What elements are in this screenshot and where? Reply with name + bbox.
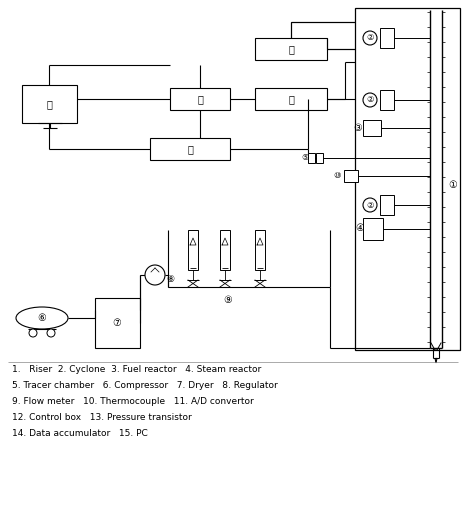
Bar [380, 90, 394, 110]
Text: ⑭: ⑭ [197, 94, 203, 104]
Circle shape [363, 31, 377, 45]
Text: ②: ② [366, 33, 374, 42]
Bar [95, 298, 140, 348]
Bar [255, 88, 327, 110]
Text: ⑤: ⑤ [301, 153, 309, 161]
Ellipse shape [16, 307, 68, 329]
Bar [380, 28, 394, 48]
Bar [344, 170, 358, 182]
Bar [363, 120, 381, 136]
Circle shape [363, 198, 377, 212]
Text: ②: ② [366, 96, 374, 104]
Bar [316, 153, 323, 163]
Bar [188, 230, 198, 270]
Text: 14. Data accumulator   15. PC: 14. Data accumulator 15. PC [12, 430, 148, 438]
Circle shape [29, 329, 37, 337]
Text: 5. Tracer chamber   6. Compressor   7. Dryer   8. Regulator: 5. Tracer chamber 6. Compressor 7. Dryer… [12, 381, 278, 391]
Text: ⑧: ⑧ [166, 275, 174, 285]
Text: ①: ① [449, 180, 457, 190]
Text: 9. Flow meter   10. Thermocouple   11. A/D convertor: 9. Flow meter 10. Thermocouple 11. A/D c… [12, 397, 254, 407]
Text: ⑩: ⑩ [333, 170, 341, 180]
Bar [363, 218, 383, 240]
Circle shape [47, 329, 55, 337]
Bar [255, 230, 265, 270]
Text: ⑨: ⑨ [224, 295, 233, 305]
Text: ③: ③ [354, 123, 363, 133]
Bar [170, 88, 230, 110]
Text: ⑫: ⑫ [288, 44, 294, 54]
Text: ⑮: ⑮ [46, 99, 52, 109]
Circle shape [145, 265, 165, 285]
Bar [308, 153, 315, 163]
Text: ⑥: ⑥ [38, 313, 47, 323]
Text: 1.   Riser  2. Cyclone  3. Fuel reactor   4. Steam reactor: 1. Riser 2. Cyclone 3. Fuel reactor 4. S… [12, 366, 261, 374]
Bar [355, 8, 460, 350]
Text: ⑪: ⑪ [187, 144, 193, 154]
Text: 12. Control box   13. Pressure transistor: 12. Control box 13. Pressure transistor [12, 414, 192, 422]
Circle shape [363, 93, 377, 107]
Text: ⑦: ⑦ [113, 318, 121, 328]
Bar [255, 38, 327, 60]
Text: ④: ④ [356, 223, 364, 233]
Bar [150, 138, 230, 160]
Bar [22, 85, 77, 123]
Bar [380, 195, 394, 215]
Text: ②: ② [366, 201, 374, 209]
Bar [220, 230, 230, 270]
Text: ⑬: ⑬ [288, 94, 294, 104]
